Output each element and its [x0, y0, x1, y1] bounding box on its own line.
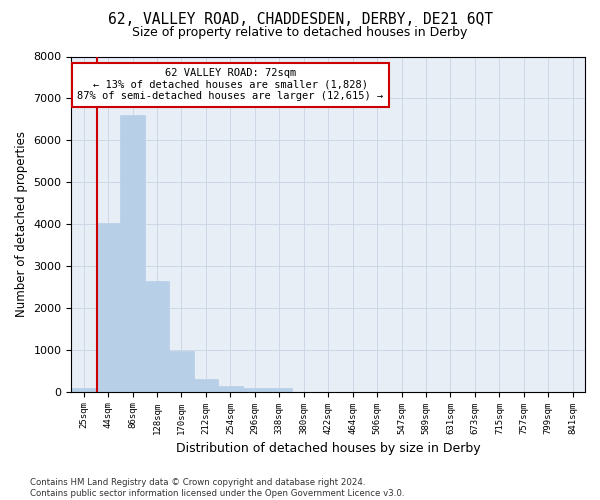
Text: 62, VALLEY ROAD, CHADDESDEN, DERBY, DE21 6QT: 62, VALLEY ROAD, CHADDESDEN, DERBY, DE21… [107, 12, 493, 28]
Bar [96, 224, 121, 392]
Text: Contains HM Land Registry data © Crown copyright and database right 2024.
Contai: Contains HM Land Registry data © Crown c… [30, 478, 404, 498]
Bar [145, 280, 169, 392]
Bar [267, 388, 292, 392]
Bar [121, 115, 145, 392]
Bar [194, 379, 218, 392]
Text: 62 VALLEY ROAD: 72sqm
← 13% of detached houses are smaller (1,828)
87% of semi-d: 62 VALLEY ROAD: 72sqm ← 13% of detached … [77, 68, 384, 102]
Text: Size of property relative to detached houses in Derby: Size of property relative to detached ho… [133, 26, 467, 39]
X-axis label: Distribution of detached houses by size in Derby: Distribution of detached houses by size … [176, 442, 481, 455]
Bar [169, 352, 194, 392]
Bar [218, 386, 242, 392]
Bar [71, 388, 96, 392]
Y-axis label: Number of detached properties: Number of detached properties [15, 131, 28, 317]
Bar [242, 388, 267, 392]
